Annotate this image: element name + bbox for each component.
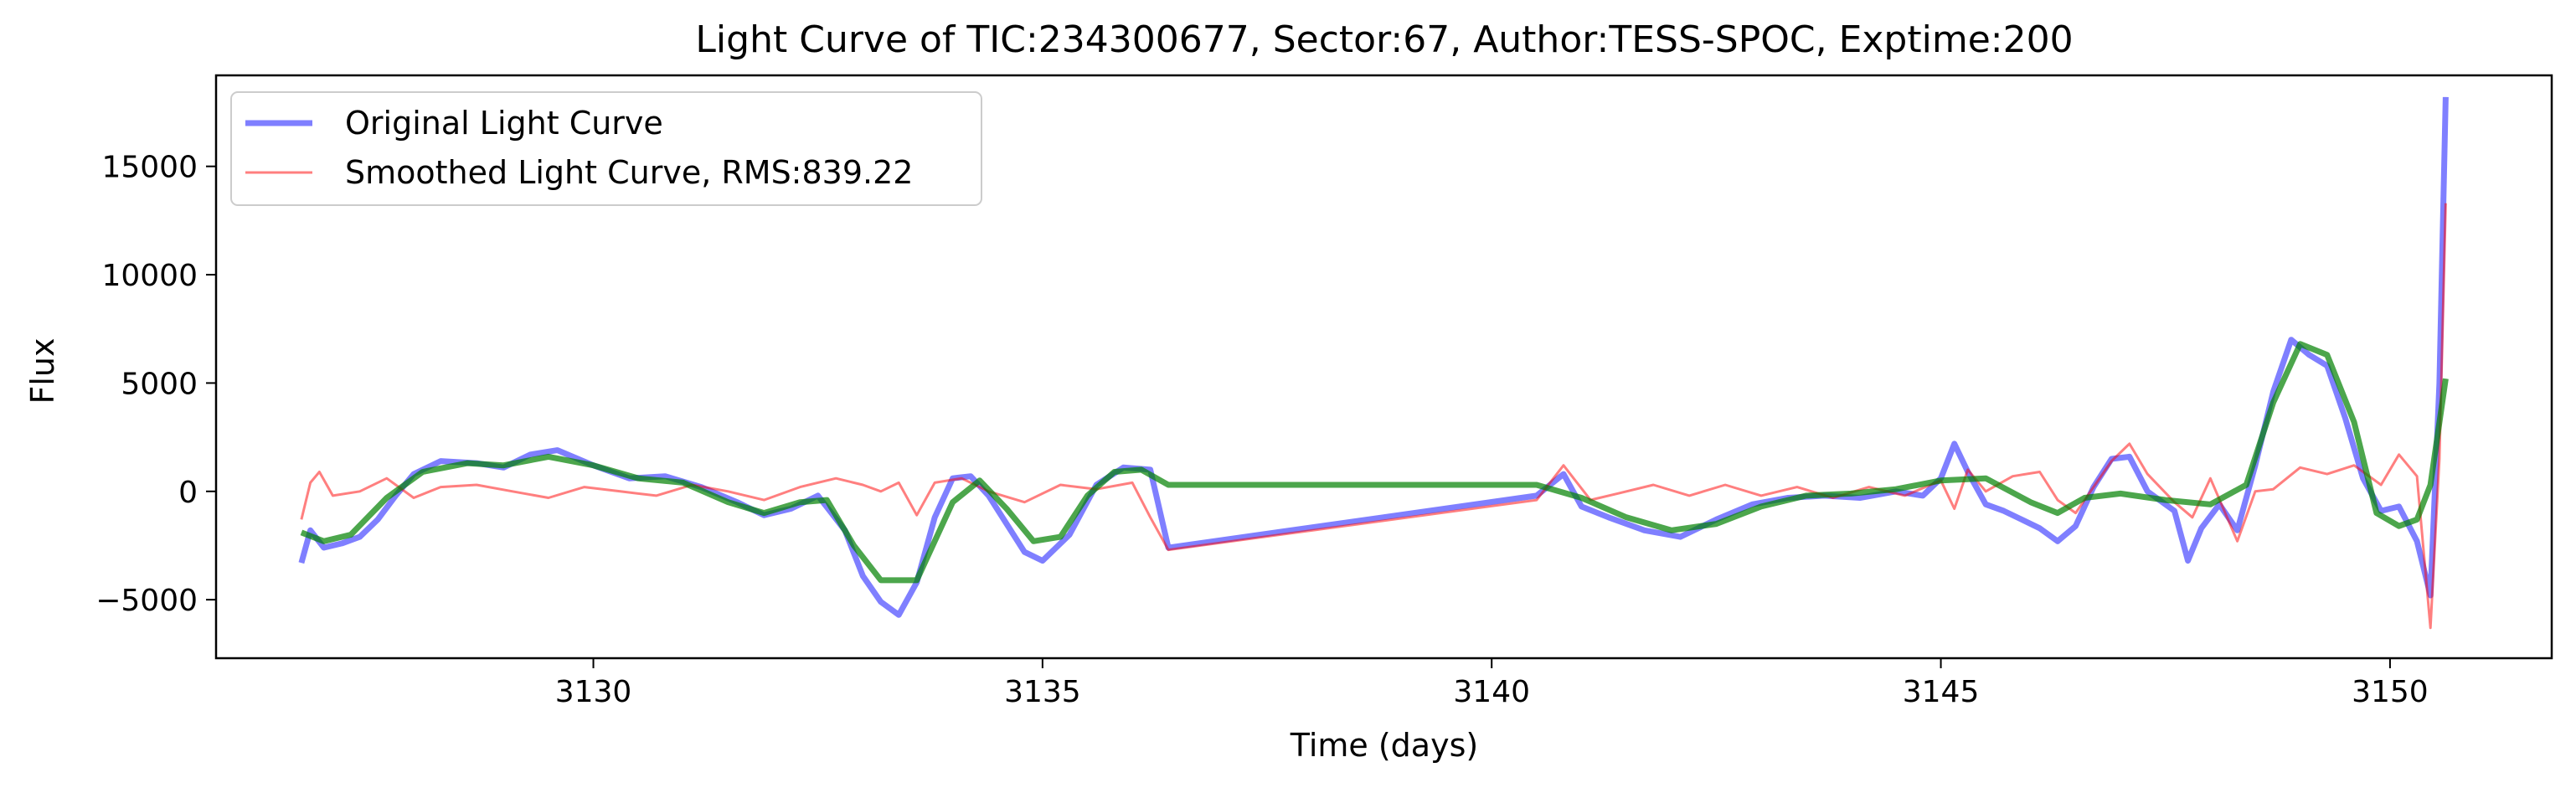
x-tick-label: 3145 bbox=[1903, 675, 1980, 709]
series-trend bbox=[300, 341, 2449, 584]
y-axis: −5000 0 5000 10000 15000 bbox=[95, 151, 216, 618]
y-tick-label: 15000 bbox=[101, 151, 198, 185]
x-tick-label: 3135 bbox=[1004, 675, 1081, 709]
chart-title: Light Curve of TIC:234300677, Sector:67,… bbox=[695, 18, 2073, 61]
legend-label-smoothed: Smoothed Light Curve, RMS:839.22 bbox=[345, 154, 913, 191]
y-tick-label: 10000 bbox=[101, 259, 198, 293]
x-axis-label: Time (days) bbox=[1290, 727, 1478, 764]
plot-frame bbox=[214, 74, 2553, 660]
y-tick-label: 0 bbox=[178, 476, 198, 510]
y-axis-label: Flux bbox=[24, 338, 61, 404]
legend: Original Light Curve Smoothed Light Curv… bbox=[230, 91, 982, 206]
legend-label-original: Original Light Curve bbox=[345, 105, 663, 142]
y-tick-label: −5000 bbox=[95, 584, 198, 618]
x-tick-label: 3130 bbox=[555, 675, 632, 709]
x-tick-label: 3140 bbox=[1453, 675, 1530, 709]
y-tick-label: 5000 bbox=[121, 367, 198, 401]
legend-box bbox=[230, 91, 982, 206]
x-axis: 3130 3135 3140 3145 3150 bbox=[555, 658, 2429, 709]
series-layer bbox=[298, 96, 2449, 630]
x-tick-label: 3150 bbox=[2352, 675, 2429, 709]
